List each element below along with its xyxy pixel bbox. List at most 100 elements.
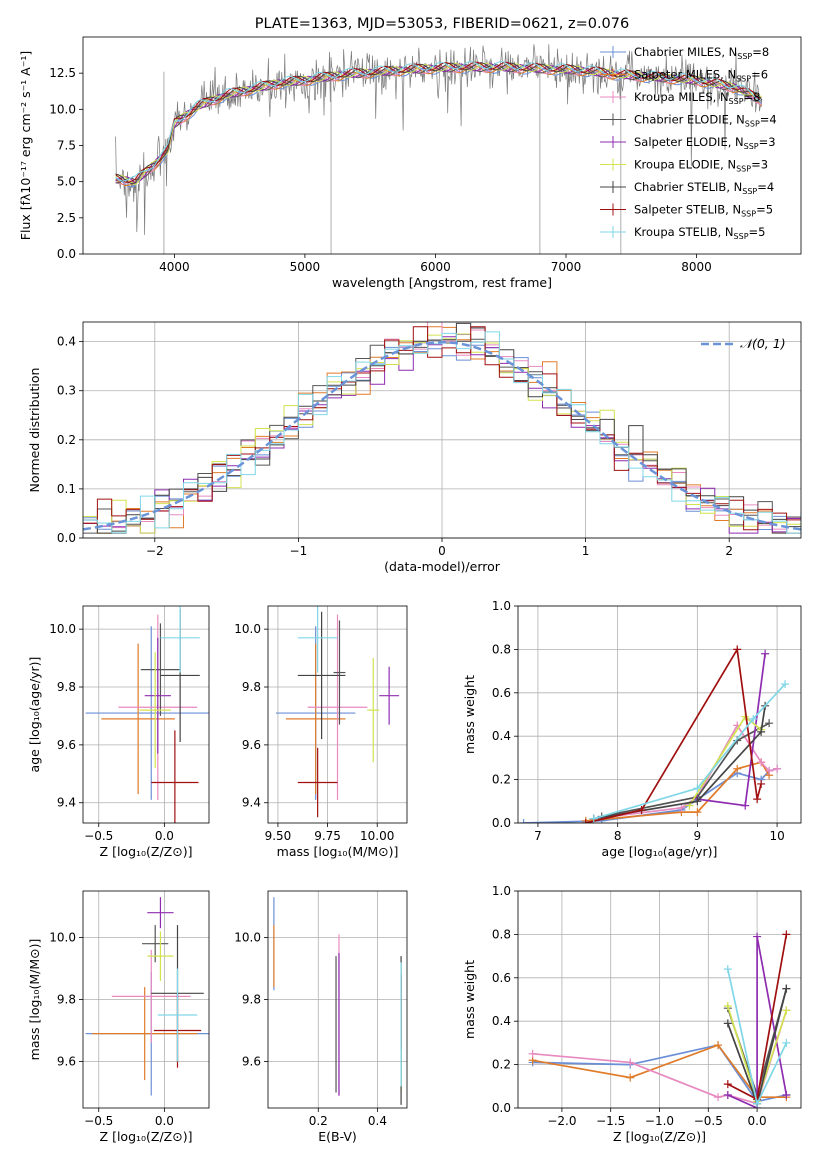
weight-marker — [714, 1041, 723, 1050]
legend-label: Kroupa MILES, NSSP=8 — [634, 90, 760, 106]
weight-marker — [733, 645, 742, 654]
axes-frame — [267, 605, 408, 824]
y-tick-label: 0.6 — [492, 971, 511, 985]
y-tick-label: 9.6 — [242, 738, 261, 752]
weight-marker — [723, 1090, 732, 1099]
weight-marker — [693, 784, 702, 793]
panel-residuals: −2 −1 0 1 2 0.0 0.1 0.2 0.3 0.4 (data-model)/error… — [27, 321, 802, 574]
x-tick-label: 9.50 — [265, 829, 292, 843]
x-tick-label: 0.2 — [309, 1114, 328, 1128]
weight-marker — [693, 797, 702, 806]
x-tick-label: −1.0 — [645, 1114, 674, 1128]
panel-weight_vs_age: 7 8 9 10 0.0 0.2 0.4 0.6 0.8 1.0 age [log₁₀(age/yr… — [462, 599, 802, 859]
panel-mass_vs_Z: −0.5 0.0 9.6 9.8 10.0 Z [log₁₀(Z/Z⊙)] mass [lo… — [27, 890, 210, 1144]
y-tick-label: 9.6 — [242, 1055, 261, 1069]
y-tick-label: 9.8 — [242, 993, 261, 1007]
y-tick-label: 10.0 — [49, 931, 76, 945]
x-tick-label: 0.4 — [368, 1114, 387, 1128]
y-tick-label: 0.4 — [492, 729, 511, 743]
x-tick-label: 5000 — [290, 260, 321, 274]
weight-marker — [581, 819, 590, 823]
y-tick-label: 1.0 — [492, 884, 511, 898]
weight-marker — [723, 1080, 732, 1089]
y-tick-label: 9.4 — [57, 796, 76, 810]
y-tick-label: 0.8 — [492, 642, 511, 656]
x-tick-label: 0.0 — [155, 829, 174, 843]
x-axis-label: E(B-V) — [318, 1129, 357, 1144]
y-axis-label: age [log₁₀(age/yr)] — [27, 657, 42, 773]
x-tick-label: 0.0 — [748, 1114, 767, 1128]
weight-series — [593, 683, 786, 820]
legend-label: Salpeter ELODIE, NSSP=3 — [634, 135, 776, 151]
weight-marker — [761, 649, 770, 658]
y-tick-label: 7.5 — [57, 139, 76, 153]
weight-marker — [781, 680, 790, 689]
weight-marker — [741, 801, 750, 810]
axes-frame — [267, 890, 408, 1109]
plot-area-weight_vs_Z — [528, 930, 791, 1108]
y-tick-label: 9.8 — [242, 680, 261, 694]
x-tick-label: 8 — [614, 829, 622, 843]
weight-marker — [733, 764, 742, 773]
y-tick-label: 0.8 — [492, 927, 511, 941]
weight-series — [601, 722, 770, 818]
y-tick-label: 0.6 — [492, 686, 511, 700]
weight-marker — [765, 719, 774, 728]
plot-area-mass_vs_Z — [85, 897, 209, 1096]
weight-marker — [589, 814, 598, 823]
y-tick-label: 2.5 — [57, 211, 76, 225]
plot-area-age_vs_Z — [85, 606, 209, 823]
weight-marker — [723, 965, 732, 974]
weight-marker — [782, 1006, 791, 1015]
weight-marker — [637, 805, 646, 814]
x-tick-label: 4000 — [159, 260, 190, 274]
weight-marker — [626, 1073, 635, 1082]
y-axis-label: Flux [fλ10⁻¹⁷ erg cm⁻² s⁻¹ A⁻¹] — [18, 51, 33, 240]
y-tick-label: 5.0 — [57, 175, 76, 189]
y-tick-label: 10.0 — [234, 931, 261, 945]
x-tick-label: 2 — [725, 544, 733, 558]
y-tick-label: 12.5 — [49, 66, 76, 80]
x-tick-label: −2.0 — [547, 1114, 576, 1128]
panel-age_vs_Z: −0.5 0.0 9.4 9.6 9.8 10.0 Z [log₁₀(Z/Z⊙)] age [… — [27, 605, 210, 859]
residual-histogram — [83, 331, 801, 534]
y-tick-label: 9.8 — [57, 680, 76, 694]
y-tick-label: 0.3 — [57, 384, 76, 398]
legend-label: Chabrier STELIB, NSSP=4 — [634, 180, 774, 196]
legend-label: Kroupa ELODIE, NSSP=3 — [634, 158, 768, 174]
y-tick-label: 0.4 — [492, 1014, 511, 1028]
x-axis-label: (data-model)/error — [384, 559, 501, 574]
legend-label: Salpeter STELIB, NSSP=5 — [634, 203, 773, 219]
weight-marker — [782, 984, 791, 993]
x-tick-label: 8000 — [681, 260, 712, 274]
x-tick-label: 0 — [438, 544, 446, 558]
panel-mass_vs_ebv: 0.2 0.4 9.6 9.8 10.0 E(B-V) — [234, 890, 408, 1144]
x-tick-label: 10.00 — [360, 829, 394, 843]
model-spectrum — [115, 65, 763, 188]
legend-label: Kroupa STELIB, NSSP=5 — [634, 225, 765, 241]
plot-area-mass_vs_ebv — [273, 897, 402, 1105]
weight-marker — [757, 727, 766, 736]
y-axis-label: mass [log₁₀(M/M⊙)] — [27, 939, 42, 1061]
x-axis-label: age [log₁₀(age/yr)] — [602, 844, 718, 859]
axes-frame — [517, 890, 802, 1109]
legend-label: Salpeter MILES, NSSP=6 — [634, 68, 768, 84]
x-tick-label: −0.5 — [694, 1114, 723, 1128]
y-tick-label: 10.0 — [49, 102, 76, 116]
y-tick-label: 10.0 — [234, 622, 261, 636]
model-spectrum — [115, 62, 763, 186]
x-tick-label: 9.75 — [314, 829, 341, 843]
y-tick-label: 0.4 — [57, 335, 76, 349]
plot-area-weight_vs_age — [519, 645, 790, 823]
y-tick-label: 0.2 — [492, 773, 511, 787]
x-tick-label: 0.0 — [155, 1114, 174, 1128]
model-spectrum — [115, 62, 763, 185]
weight-series — [593, 705, 766, 820]
x-tick-label: 7000 — [551, 260, 582, 274]
panel-spectrum: 4000 5000 6000 7000 8000 0.0 2.5 5.0 7.5 10.0 12.5… — [18, 16, 802, 290]
x-tick-label: 9 — [694, 829, 702, 843]
weight-marker — [757, 758, 766, 767]
y-tick-label: 9.6 — [57, 1055, 76, 1069]
weight-marker — [765, 766, 774, 775]
